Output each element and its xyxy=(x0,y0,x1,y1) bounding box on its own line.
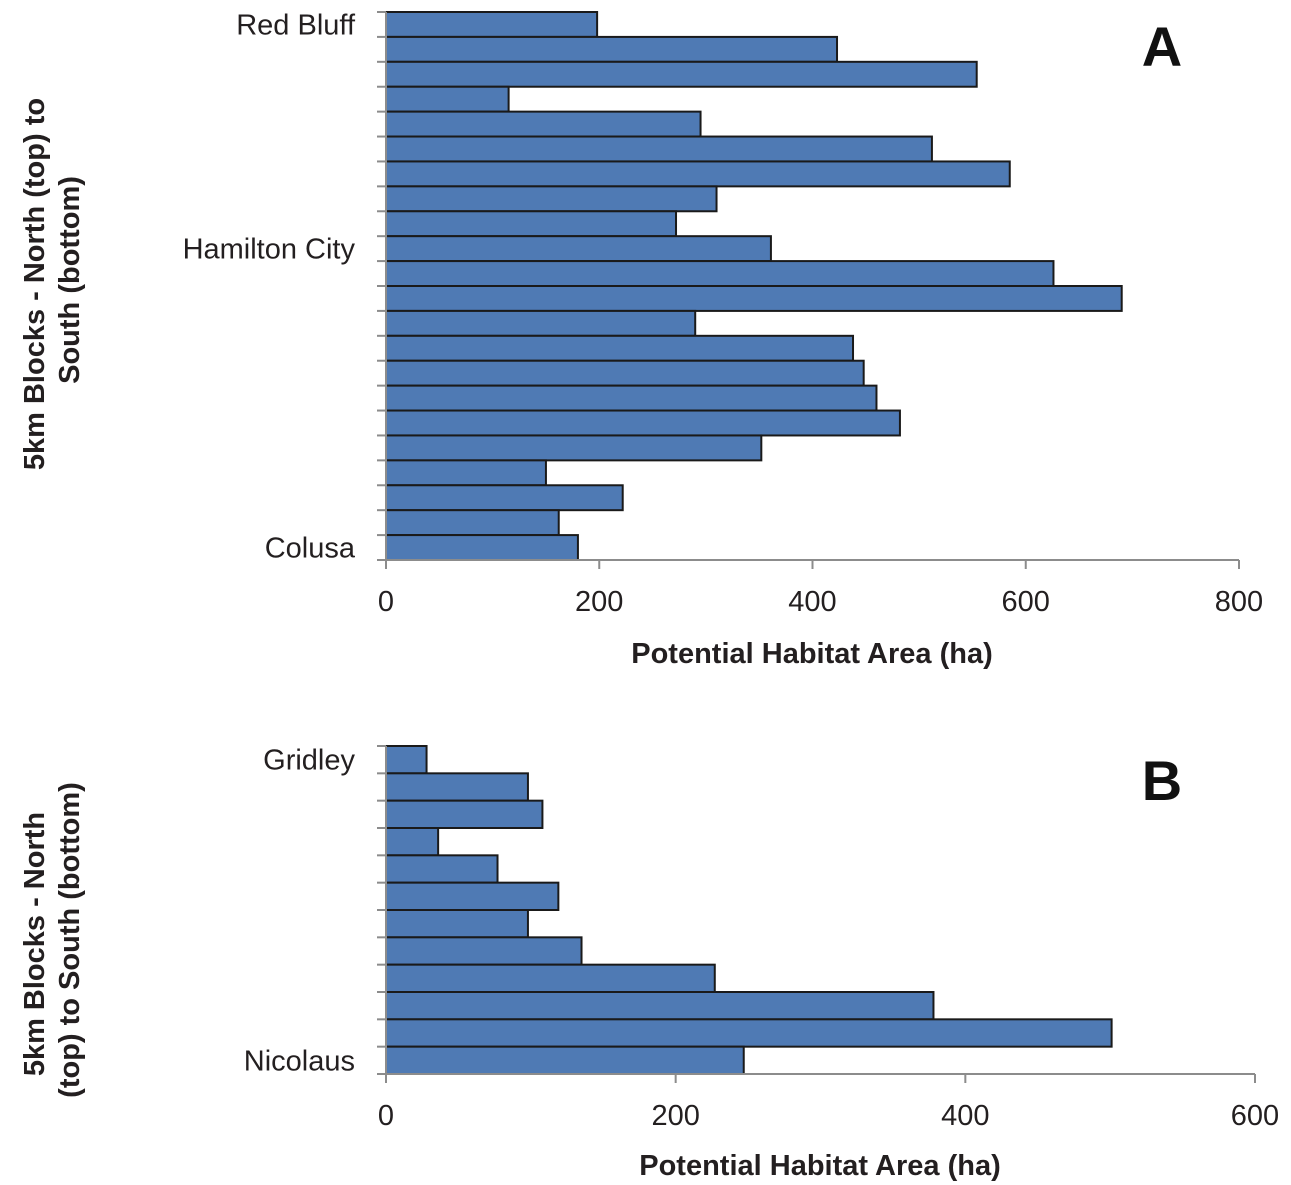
a-bar-18 xyxy=(385,434,763,462)
b-bar-4 xyxy=(385,827,440,857)
panel-b-x-axis-title: Potential Habitat Area (ha) xyxy=(639,1150,1000,1182)
b-x-tick-label: 400 xyxy=(941,1100,989,1132)
panel-a-axes xyxy=(377,11,1240,569)
b-bar-2 xyxy=(385,772,529,802)
b-bar-1 xyxy=(385,745,428,775)
b-category-label-nicolaus: Nicolaus xyxy=(244,1045,355,1077)
panel-b-letter: B xyxy=(1142,749,1182,812)
b-bar-6 xyxy=(385,881,560,912)
panel-b-x-tick-labels: 0 200 400 600 xyxy=(378,1100,1279,1132)
panel-a-y-axis-title-line-2: South (bottom) xyxy=(54,176,86,384)
b-x-tick-label: 600 xyxy=(1231,1100,1279,1132)
a-x-tick-label: 400 xyxy=(788,586,836,618)
a-bar-20 xyxy=(385,484,624,512)
panel-b-bars xyxy=(385,745,1113,1075)
a-x-tick-label: 600 xyxy=(1002,586,1050,618)
a-bar-8 xyxy=(385,185,718,213)
panel-b-y-axis-title-line-1: 5km Blocks - North xyxy=(19,812,51,1076)
panel-a-letter: A xyxy=(1142,15,1182,78)
b-bar-7 xyxy=(385,909,529,939)
a-category-label-hamilton-city: Hamilton City xyxy=(183,234,356,266)
a-bar-2 xyxy=(385,35,839,63)
b-category-label-gridley: Gridley xyxy=(263,745,355,777)
b-bar-12 xyxy=(385,1045,745,1075)
a-bar-5 xyxy=(385,110,702,138)
b-x-tick-label: 0 xyxy=(378,1100,394,1132)
b-bar-10 xyxy=(385,991,935,1021)
a-x-tick-label: 200 xyxy=(575,586,623,618)
panel-a-x-axis-title: Potential Habitat Area (ha) xyxy=(631,638,992,670)
b-bar-9 xyxy=(385,963,716,994)
a-x-tick-label: 0 xyxy=(378,586,394,618)
panel-a-x-tick-labels: 0 200 400 600 800 xyxy=(378,586,1263,618)
a-bar-9 xyxy=(385,210,678,238)
b-bar-11 xyxy=(385,1018,1113,1048)
b-x-tick-label: 200 xyxy=(651,1100,699,1132)
a-bar-4 xyxy=(385,85,510,113)
a-bar-15 xyxy=(385,359,865,387)
a-bar-1 xyxy=(385,11,599,38)
panel-b-category-labels: Gridley Nicolaus xyxy=(244,745,356,1078)
a-x-tick-label: 800 xyxy=(1215,586,1263,618)
a-bar-12 xyxy=(385,285,1123,312)
a-bar-19 xyxy=(385,459,547,487)
a-bar-21 xyxy=(385,509,560,537)
panel-a: 0 200 400 600 800 Red Bluff Hamilton City Colu… xyxy=(19,9,1263,670)
a-bar-14 xyxy=(385,334,855,362)
a-bar-6 xyxy=(385,135,933,163)
panel-a-category-labels: Red Bluff Hamilton City Colusa xyxy=(183,9,356,564)
panel-a-y-axis-title: 5km Blocks - North (top) to South (botto… xyxy=(19,90,86,470)
panel-b: 0 200 400 600 Gridley Nicolaus B Potential H… xyxy=(19,745,1279,1182)
a-bar-17 xyxy=(385,409,901,437)
a-category-label-red-bluff: Red Bluff xyxy=(236,9,356,41)
panel-b-y-axis-title-line-2: (top) to South (bottom) xyxy=(54,782,86,1098)
panel-b-y-axis-title: 5km Blocks - North (top) to South (botto… xyxy=(19,782,86,1098)
b-bar-5 xyxy=(385,854,499,884)
panel-a-y-axis-title-line-1: 5km Blocks - North (top) to xyxy=(19,98,51,470)
a-bar-11 xyxy=(385,260,1055,288)
a-bar-7 xyxy=(385,160,1011,188)
b-bar-8 xyxy=(385,936,583,966)
a-bar-22 xyxy=(385,534,579,561)
panel-a-bars xyxy=(385,11,1123,561)
a-bar-13 xyxy=(385,309,697,337)
b-bar-3 xyxy=(385,799,544,830)
a-category-label-colusa: Colusa xyxy=(265,533,356,565)
panel-b-axes xyxy=(377,745,1256,1083)
a-bar-10 xyxy=(385,235,772,263)
a-bar-16 xyxy=(385,384,878,412)
a-bar-3 xyxy=(385,60,978,88)
